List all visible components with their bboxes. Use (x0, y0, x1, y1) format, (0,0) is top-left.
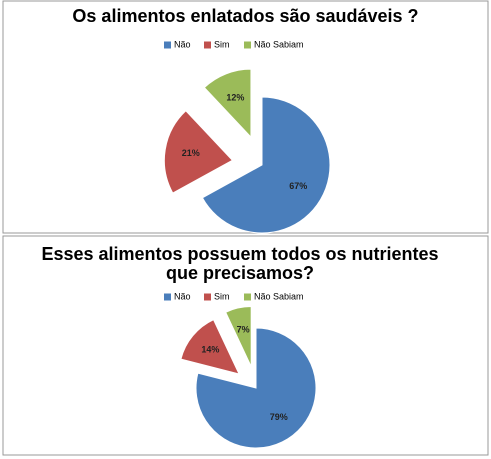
legend-label: Não (174, 291, 191, 301)
legend-label: Não Sabiam (254, 39, 304, 49)
value-label: 12% (226, 92, 244, 102)
value-label: 21% (182, 148, 200, 158)
legend-swatch (164, 41, 171, 49)
value-label: 79% (270, 412, 288, 422)
value-label: 67% (289, 181, 307, 191)
pie-slice (180, 319, 240, 375)
frame (2, 0, 489, 234)
legend-label: Não (174, 39, 191, 49)
legend-label: Não Sabiam (254, 291, 304, 301)
legend-label: Sim (214, 291, 230, 301)
chart-title: Esses alimentos possuem todos os nutrien… (41, 244, 439, 283)
pie-slice (201, 96, 331, 234)
pie-slice (163, 110, 234, 194)
value-label: 14% (201, 345, 219, 355)
pie-slice (195, 327, 317, 449)
pie-slice (224, 306, 252, 367)
legend-swatch (244, 41, 251, 49)
legend-swatch (204, 293, 211, 301)
legend-swatch (244, 293, 251, 301)
legend-label: Sim (214, 39, 230, 49)
legend-swatch (204, 41, 211, 49)
value-label: 7% (237, 325, 250, 335)
chart-title: Os alimentos enlatados são saudáveis ? (72, 6, 419, 26)
frame (2, 235, 489, 456)
pie-slice (203, 68, 252, 139)
legend-swatch (164, 293, 171, 301)
